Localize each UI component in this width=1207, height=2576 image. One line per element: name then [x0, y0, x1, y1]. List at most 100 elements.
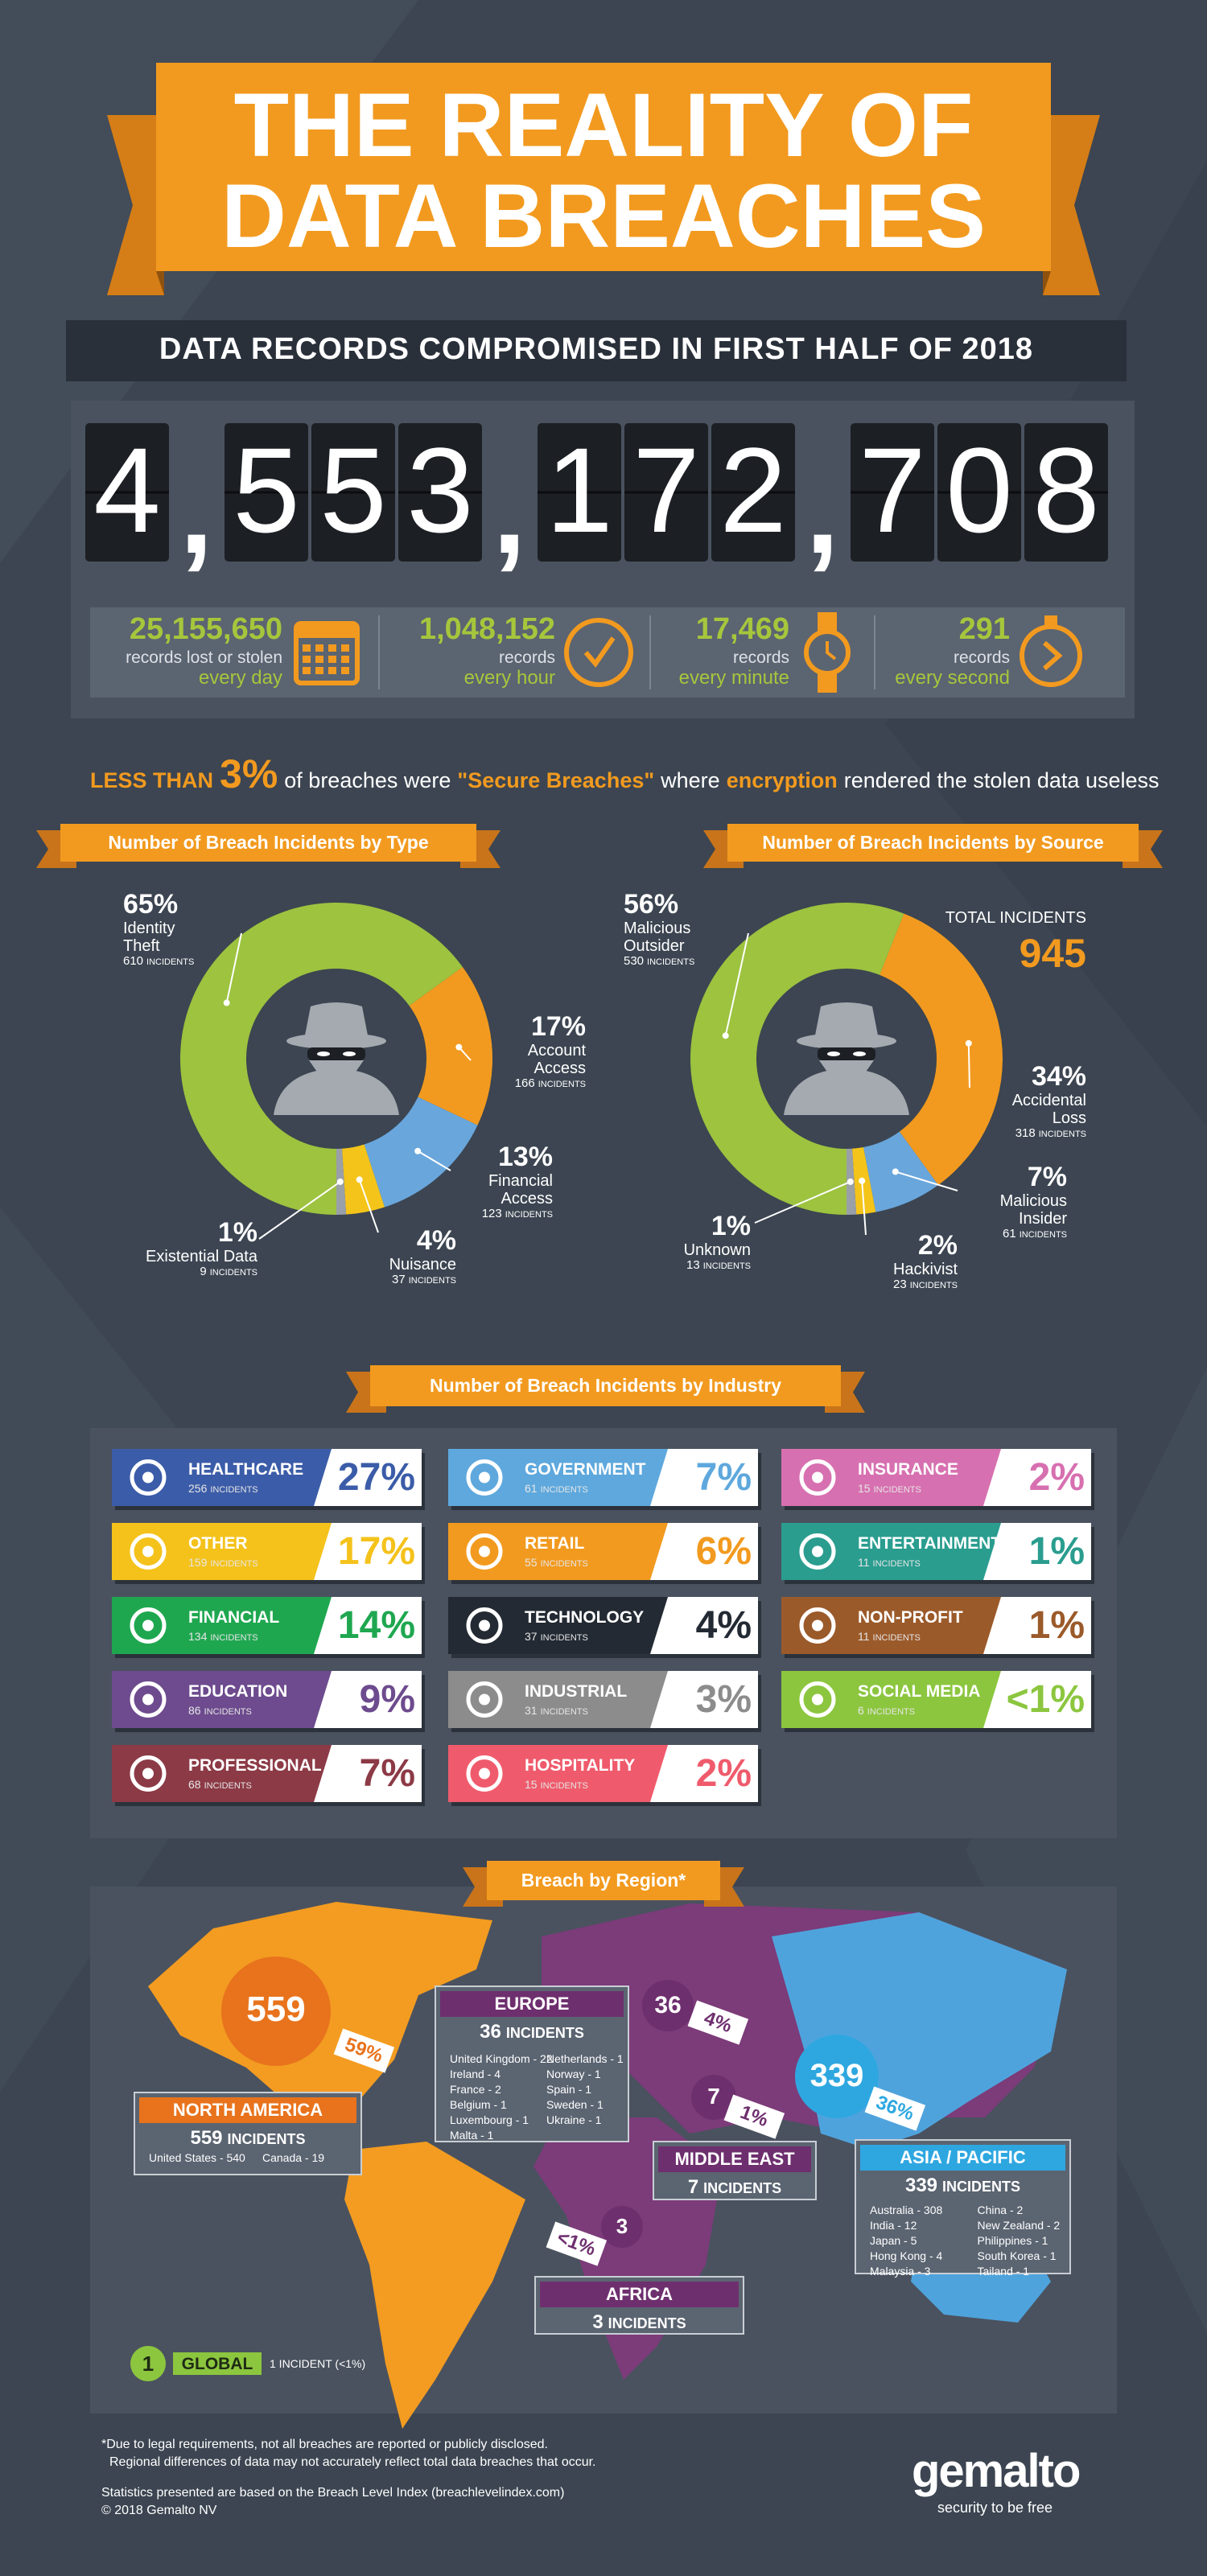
incidents-count: 256	[188, 1482, 208, 1495]
donut-segment	[880, 913, 1003, 1185]
label-category: Identity Theft	[123, 920, 175, 956]
region-circle-value: 559	[246, 1990, 306, 2030]
digit: 8	[1032, 422, 1100, 558]
ribbon	[370, 1365, 841, 1406]
region-circle-value: 3	[616, 2213, 628, 2238]
industry-share-bg	[983, 1449, 1091, 1506]
region-breakdown: Tailand - 1	[977, 2265, 1030, 2278]
label-category: Financial Access	[488, 1172, 553, 1208]
industry-name: NON-PROFIT	[858, 1608, 963, 1627]
incidents-unit: INCIDENTS	[1038, 1130, 1086, 1140]
incidents-count: 15	[858, 1482, 871, 1495]
clock-icon	[583, 636, 616, 668]
region-circle	[221, 1957, 331, 2066]
ribbon	[727, 824, 1139, 862]
note-part: 3%	[220, 751, 278, 796]
incidents-count: 61	[1003, 1227, 1016, 1241]
label-category: Nuisance	[389, 1256, 456, 1274]
region-name: EUROPE	[494, 1994, 570, 2014]
ribbon	[60, 824, 476, 862]
industry-share-bg	[650, 1449, 758, 1506]
incidents-count: 23	[893, 1278, 907, 1292]
industry-share: 2%	[1028, 1456, 1085, 1499]
label-value: 7%	[1027, 1162, 1067, 1192]
industry-share: 1%	[1028, 1604, 1085, 1647]
industry-incidents: 55 INCIDENTS	[525, 1556, 588, 1569]
label-value: 65%	[123, 889, 179, 920]
region-count: 559 INCIDENTS	[134, 2127, 361, 2149]
global-circle	[130, 2346, 166, 2381]
label-value: 1%	[217, 1217, 257, 1248]
incidents-unit: INCIDENTS	[872, 1559, 921, 1569]
tagline: security to be free	[937, 2500, 1053, 2516]
leader-line	[258, 1181, 341, 1240]
unit: INCIDENTS	[608, 2315, 686, 2331]
label-value: 56%	[624, 889, 679, 920]
incidents-count: 37	[525, 1630, 538, 1643]
region-tag	[546, 2221, 608, 2266]
rate-label: records	[732, 648, 789, 667]
industry-share: 17%	[337, 1530, 415, 1573]
incidents-count: 31	[525, 1704, 538, 1717]
region-circle	[642, 1980, 694, 2031]
spy-eye	[853, 1051, 866, 1056]
industry-icon	[142, 1767, 154, 1780]
industry-share-bg	[314, 1671, 422, 1728]
note-part: of breaches were	[284, 768, 451, 792]
region-tag	[687, 2000, 749, 2045]
industry-icon	[142, 1545, 154, 1558]
calendar-icon	[341, 644, 349, 652]
industry-share: 7%	[695, 1456, 752, 1499]
industry-name: ENTERTAINMENT	[858, 1534, 1002, 1553]
donut-label: 56% Malicious Outsider 530 INCIDENTS	[624, 889, 720, 969]
note-part: rendered the stolen data useless	[843, 768, 1160, 792]
label-incidents: 61 INCIDENTS	[970, 1228, 1067, 1241]
industry-incidents: 11 INCIDENTS	[858, 1630, 921, 1643]
region-breakdown: Ukraine - 1	[546, 2113, 602, 2126]
industry-incidents: 134 INCIDENTS	[188, 1630, 258, 1643]
region-circle	[691, 2075, 736, 2120]
region-breakdown: New Zealand - 2	[977, 2219, 1061, 2232]
industry-share: <1%	[1006, 1678, 1085, 1721]
label-value: 1%	[711, 1211, 751, 1241]
leader-line	[417, 1150, 451, 1171]
clock-icon	[564, 618, 633, 687]
leader-dot	[965, 1039, 972, 1047]
industry-incidents: 37 INCIDENTS	[525, 1630, 588, 1643]
industry-icon	[799, 1681, 836, 1718]
ribbon	[156, 63, 1051, 271]
calendar-icon	[296, 623, 357, 638]
title: THE REALITY OF	[233, 75, 974, 175]
donut-label: 34% Accidental Loss 318 INCIDENTS	[998, 1061, 1086, 1141]
spy-icon	[307, 1047, 365, 1060]
incidents-count: 530	[624, 954, 645, 969]
incidents-count: 13	[686, 1258, 700, 1273]
region-breakdown: Canada - 19	[262, 2151, 325, 2164]
calendar-icon	[303, 644, 311, 652]
region-circle	[601, 2206, 643, 2248]
region-breakdown: Spain - 1	[546, 2083, 592, 2096]
industry-share: 7%	[359, 1752, 415, 1795]
region-name: MIDDLE EAST	[674, 2149, 795, 2169]
rate-period: every second	[895, 667, 1010, 689]
industry-share: 1%	[1028, 1530, 1085, 1573]
leader-dot	[847, 1178, 854, 1185]
incidents-unit: INCIDENTS	[540, 1485, 588, 1495]
section-title: Breach by Region*	[521, 1869, 686, 1891]
industry-name: SOCIAL MEDIA	[858, 1682, 981, 1701]
stopwatch-icon	[1043, 640, 1063, 671]
industry-icon	[466, 1681, 503, 1718]
industry-name: HOSPITALITY	[525, 1756, 636, 1775]
unit: INCIDENTS	[942, 2179, 1021, 2195]
incidents-count: 68	[188, 1778, 201, 1791]
rate-value: 25,155,650	[129, 612, 282, 646]
industry-icon	[130, 1533, 167, 1570]
industry-incidents: 68 INCIDENTS	[188, 1778, 252, 1791]
rate-label: records lost or stolen	[126, 648, 282, 667]
label-value: 4%	[416, 1225, 456, 1256]
footnote: Regional differences of data may not acc…	[109, 2455, 596, 2469]
region-header	[139, 2097, 356, 2123]
incidents-unit: INCIDENTS	[210, 1559, 258, 1569]
incidents-count: 86	[188, 1704, 201, 1717]
incidents-unit: INCIDENTS	[540, 1633, 588, 1643]
